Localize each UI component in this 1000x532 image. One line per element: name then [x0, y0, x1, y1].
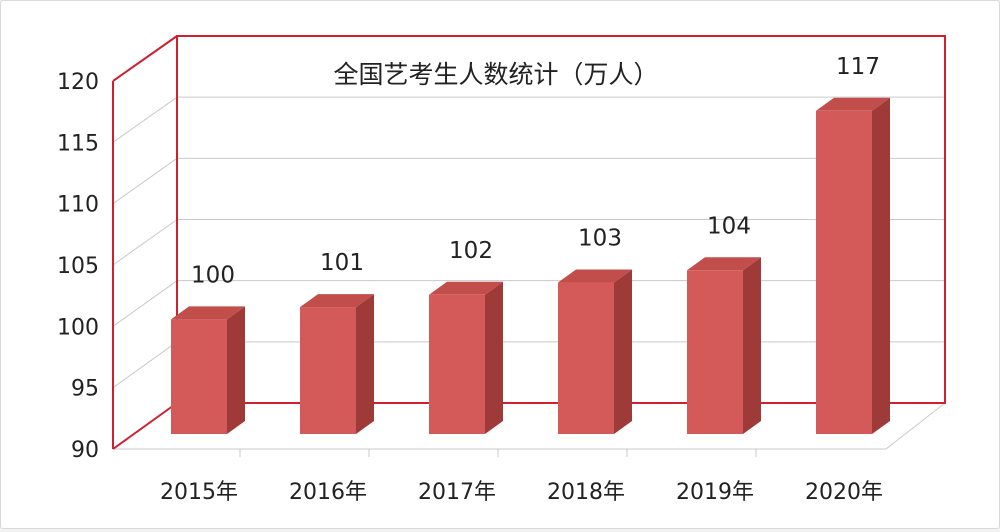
bar	[300, 294, 374, 434]
bar-front	[687, 270, 743, 434]
bar-top	[687, 257, 761, 271]
side-gridline	[112, 341, 178, 389]
bar	[429, 281, 503, 434]
side-gridline	[112, 96, 178, 143]
bars	[171, 97, 890, 435]
y-tick-label: 95	[71, 377, 99, 402]
x-tick-label: 2020年	[805, 480, 883, 505]
side-wall-top-edge	[112, 35, 178, 82]
y-tick-labels: 90 95 100 105 110 115 120	[57, 70, 99, 463]
bar-side	[356, 294, 374, 434]
x-tick-label: 2019年	[676, 480, 754, 505]
bar-top	[816, 97, 890, 111]
chart-title: 全国艺考生人数统计（万人）	[333, 60, 658, 89]
gridlines	[112, 96, 946, 457]
bar-top	[429, 281, 503, 295]
data-label: 117	[836, 54, 880, 80]
side-gridline	[112, 280, 178, 327]
y-tick-label: 115	[57, 131, 99, 156]
data-labels: 100 101 102 103 104 117	[191, 54, 880, 289]
data-label: 104	[707, 213, 751, 239]
x-tick-label: 2016年	[289, 480, 367, 505]
bar	[558, 269, 632, 434]
x-tick-label: 2015年	[160, 480, 238, 505]
data-label: 101	[320, 250, 364, 276]
data-label: 103	[578, 226, 622, 252]
y-tick-label: 105	[57, 254, 99, 279]
y-tick-label: 120	[57, 70, 99, 95]
bar-side	[485, 281, 503, 434]
bar	[171, 306, 245, 434]
bar-front	[816, 110, 872, 435]
x-tick-label: 2017年	[418, 480, 496, 505]
bar-top	[171, 306, 245, 320]
floor-right-edge	[885, 402, 946, 450]
bar-top	[558, 269, 632, 283]
side-gridline	[112, 219, 178, 266]
bar-side	[227, 306, 245, 434]
bar-side	[743, 257, 761, 434]
y-tick-label: 110	[57, 193, 99, 218]
side-gridline	[112, 157, 178, 205]
x-tick-label: 2018年	[547, 480, 625, 505]
bar-front	[429, 294, 485, 434]
data-label: 102	[449, 238, 493, 264]
y-tick-label: 100	[57, 315, 99, 340]
bar-front	[300, 307, 356, 434]
bar-side	[872, 97, 890, 435]
bar	[687, 257, 761, 434]
bar-side	[614, 269, 632, 434]
x-tick-labels: 2015年 2016年 2017年 2018年 2019年 2020年	[160, 480, 883, 505]
bar	[816, 97, 890, 435]
bar-top	[300, 294, 374, 308]
y-tick-label: 90	[71, 438, 99, 463]
bar-front	[171, 319, 227, 434]
data-label: 100	[191, 262, 235, 288]
side-wall-bottom-edge	[112, 402, 178, 450]
bar-front	[558, 282, 614, 434]
